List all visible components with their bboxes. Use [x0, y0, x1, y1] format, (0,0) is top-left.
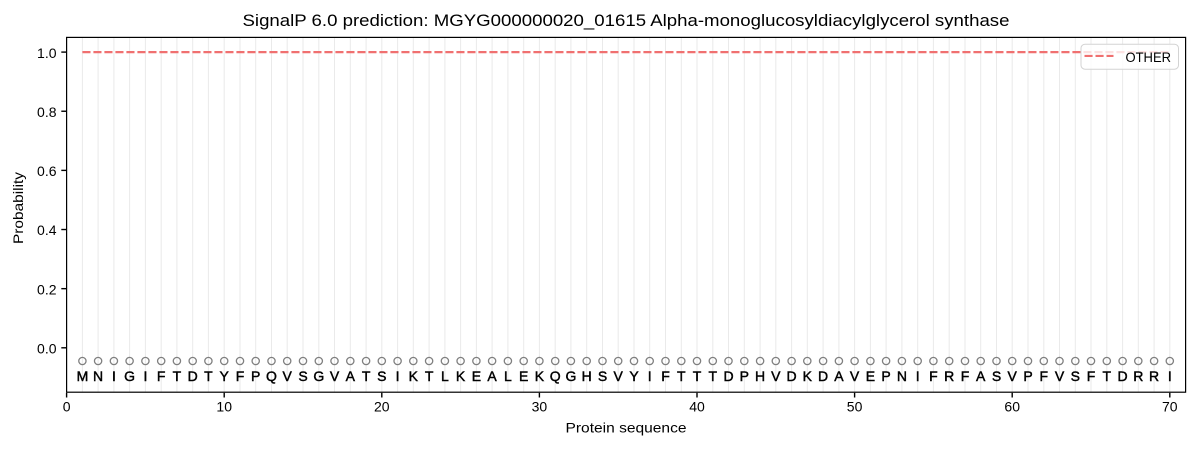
svg-text:60: 60 [1004, 398, 1020, 414]
svg-text:P: P [881, 368, 890, 384]
svg-text:H: H [755, 368, 765, 384]
svg-text:T: T [204, 368, 213, 384]
svg-text:OTHER: OTHER [1126, 49, 1172, 65]
svg-text:E: E [472, 368, 481, 384]
svg-text:F: F [661, 368, 670, 384]
svg-text:F: F [236, 368, 245, 384]
svg-text:E: E [519, 368, 528, 384]
svg-text:V: V [771, 368, 781, 384]
svg-text:T: T [173, 368, 182, 384]
svg-text:G: G [565, 368, 576, 384]
svg-text:0: 0 [63, 398, 71, 414]
svg-text:V: V [1008, 368, 1018, 384]
svg-text:K: K [456, 368, 466, 384]
svg-text:V: V [614, 368, 624, 384]
svg-text:V: V [1055, 368, 1065, 384]
svg-text:Y: Y [220, 368, 230, 384]
svg-text:E: E [866, 368, 875, 384]
svg-text:0.2: 0.2 [37, 281, 57, 297]
svg-text:S: S [377, 368, 386, 384]
svg-text:A: A [346, 368, 356, 384]
svg-text:D: D [818, 368, 828, 384]
svg-text:0.4: 0.4 [37, 222, 57, 238]
svg-text:V: V [850, 368, 860, 384]
svg-text:L: L [504, 368, 512, 384]
svg-text:S: S [598, 368, 607, 384]
svg-text:T: T [677, 368, 686, 384]
svg-text:A: A [834, 368, 844, 384]
svg-text:R: R [1133, 368, 1143, 384]
svg-text:1.0: 1.0 [37, 45, 57, 61]
svg-text:A: A [487, 368, 497, 384]
svg-text:I: I [143, 368, 147, 384]
svg-text:20: 20 [374, 398, 390, 414]
svg-text:Q: Q [550, 368, 561, 384]
svg-text:K: K [803, 368, 813, 384]
svg-text:H: H [582, 368, 592, 384]
svg-text:D: D [723, 368, 733, 384]
svg-text:G: G [313, 368, 324, 384]
svg-text:I: I [396, 368, 400, 384]
svg-text:30: 30 [532, 398, 548, 414]
svg-text:F: F [929, 368, 938, 384]
svg-text:SignalP 6.0 prediction: MGYG00: SignalP 6.0 prediction: MGYG000000020_01… [243, 11, 1010, 30]
svg-text:70: 70 [1162, 398, 1178, 414]
svg-text:P: P [1023, 368, 1032, 384]
svg-text:T: T [709, 368, 718, 384]
svg-text:P: P [251, 368, 260, 384]
svg-text:I: I [112, 368, 116, 384]
svg-text:S: S [298, 368, 307, 384]
svg-text:A: A [976, 368, 986, 384]
svg-text:50: 50 [847, 398, 863, 414]
svg-text:0.0: 0.0 [37, 341, 57, 357]
svg-text:I: I [1168, 368, 1172, 384]
svg-text:R: R [944, 368, 954, 384]
svg-text:F: F [157, 368, 166, 384]
svg-text:K: K [409, 368, 419, 384]
svg-text:N: N [897, 368, 907, 384]
svg-text:R: R [1149, 368, 1159, 384]
svg-text:T: T [1103, 368, 1112, 384]
svg-text:I: I [916, 368, 920, 384]
svg-text:N: N [93, 368, 103, 384]
svg-text:L: L [441, 368, 449, 384]
svg-text:D: D [188, 368, 198, 384]
svg-text:I: I [648, 368, 652, 384]
svg-text:Probability: Probability [10, 172, 26, 244]
svg-text:T: T [425, 368, 434, 384]
svg-text:40: 40 [689, 398, 705, 414]
svg-text:F: F [1087, 368, 1096, 384]
svg-text:10: 10 [216, 398, 232, 414]
svg-text:V: V [330, 368, 340, 384]
svg-text:G: G [124, 368, 135, 384]
svg-text:S: S [1071, 368, 1080, 384]
svg-text:P: P [740, 368, 749, 384]
svg-text:Y: Y [629, 368, 639, 384]
svg-text:S: S [992, 368, 1001, 384]
svg-text:D: D [787, 368, 797, 384]
svg-text:Protein sequence: Protein sequence [566, 419, 687, 435]
svg-text:T: T [693, 368, 702, 384]
svg-text:0.8: 0.8 [37, 104, 57, 120]
svg-text:F: F [1040, 368, 1049, 384]
svg-text:D: D [1118, 368, 1128, 384]
svg-text:0.6: 0.6 [37, 163, 57, 179]
svg-text:M: M [77, 368, 89, 384]
svg-text:F: F [961, 368, 970, 384]
svg-text:V: V [283, 368, 293, 384]
svg-text:T: T [362, 368, 371, 384]
svg-text:Q: Q [266, 368, 277, 384]
svg-text:K: K [535, 368, 545, 384]
